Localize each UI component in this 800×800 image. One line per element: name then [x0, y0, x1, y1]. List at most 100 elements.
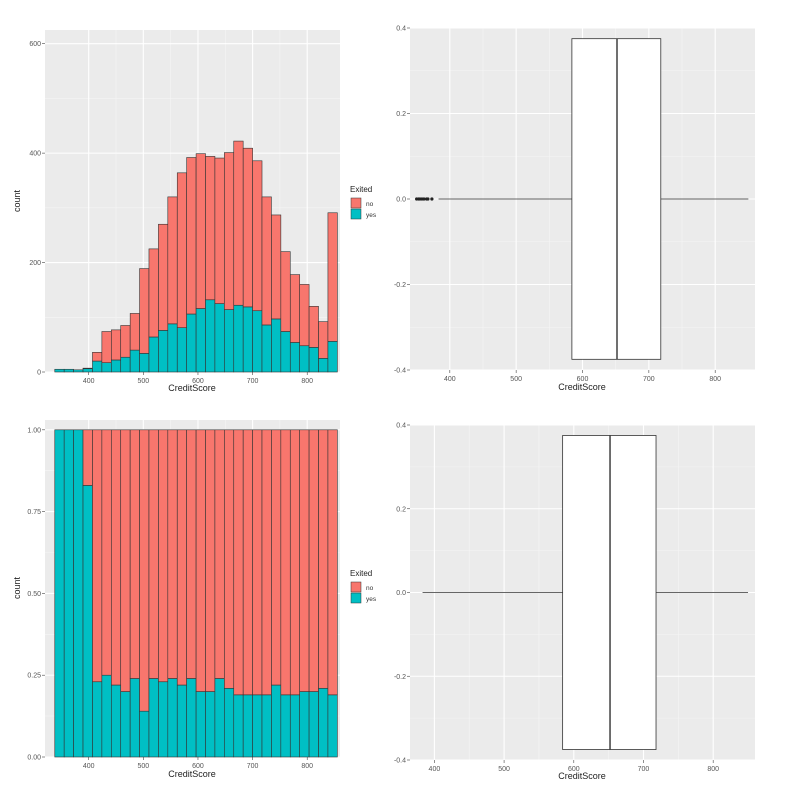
bar-no — [111, 429, 122, 686]
y-tick-label: 0.2 — [396, 506, 406, 513]
histogram-count-x-title: CreditScore — [168, 383, 216, 393]
bar-yes — [224, 309, 235, 373]
bar-no — [92, 429, 103, 683]
bar-no — [327, 212, 338, 342]
x-tick-label: 500 — [510, 376, 522, 383]
bar-yes — [54, 368, 65, 373]
bar-no — [167, 429, 178, 679]
bar-yes — [186, 678, 197, 758]
bar-yes — [111, 359, 122, 373]
bar-yes — [92, 360, 103, 373]
bar-no — [92, 352, 103, 362]
x-tick-label: 600 — [577, 376, 589, 383]
bar-yes — [224, 687, 235, 758]
x-tick-label: 800 — [301, 378, 313, 385]
bar-yes — [289, 694, 301, 758]
bar-no — [271, 214, 282, 320]
y-tick-label: -0.4 — [394, 758, 406, 765]
legend-title: Exited — [350, 569, 372, 578]
x-tick-label: 400 — [444, 376, 456, 383]
bar-yes — [129, 678, 140, 758]
legend-label-no: no — [366, 201, 374, 208]
bar-yes — [252, 310, 263, 373]
histogram-proportion-x-title: CreditScore — [168, 769, 216, 779]
bar-yes — [327, 694, 338, 758]
bar-no — [148, 429, 159, 679]
bar-yes — [63, 368, 74, 373]
bar-no — [318, 429, 329, 689]
y-tick-label: 0.0 — [396, 197, 406, 204]
bar-yes — [233, 694, 244, 758]
boxplot-clean-x-title: CreditScore — [558, 771, 606, 781]
boxplot-outliers-x-title: CreditScore — [558, 382, 606, 392]
legend-key-no — [350, 581, 362, 593]
bar-yes — [318, 687, 329, 758]
bar-no — [224, 429, 235, 689]
bar-yes — [214, 303, 225, 373]
bar-no — [280, 251, 291, 332]
bar-no — [195, 429, 206, 692]
legend-key-no — [350, 197, 362, 209]
bar-no — [327, 429, 338, 696]
outlier-point — [422, 197, 426, 201]
x-tick-label: 800 — [707, 766, 719, 773]
bar-yes — [318, 358, 329, 373]
bar-no — [195, 153, 206, 309]
bar-yes — [205, 299, 216, 373]
bar-yes — [82, 485, 93, 758]
x-tick-label: 600 — [568, 766, 580, 773]
bar-yes — [120, 356, 131, 373]
bar-yes — [54, 429, 65, 758]
bar-no — [82, 429, 93, 486]
bar-no — [214, 157, 225, 304]
x-tick-label: 600 — [192, 763, 204, 770]
y-tick-label: 0.00 — [27, 755, 41, 762]
bar-no — [308, 306, 319, 348]
histogram-count-legend: Exited no yes — [350, 185, 377, 220]
y-tick-label: 0 — [37, 370, 41, 377]
bar-yes — [308, 347, 319, 373]
histogram-count-panel: 400 500 600 700 800 0 200 400 600 CreditScore c… — [12, 30, 377, 393]
x-tick-label: 800 — [709, 376, 721, 383]
bar-yes — [82, 368, 93, 373]
bar-yes — [148, 678, 159, 758]
bar-yes — [242, 306, 253, 373]
x-tick-label: 700 — [247, 763, 259, 770]
bar-yes — [327, 341, 338, 373]
y-tick-label: 0.0 — [396, 590, 406, 597]
y-tick-label: 600 — [29, 41, 41, 48]
bar-no — [167, 196, 178, 325]
bar-no — [242, 147, 253, 308]
bar-yes — [195, 308, 206, 373]
bar-yes — [214, 678, 225, 758]
bar-yes — [308, 691, 319, 758]
bar-yes — [167, 323, 178, 373]
bar-no — [280, 429, 291, 696]
bar-no — [158, 429, 169, 683]
bar-yes — [63, 429, 74, 758]
bar-yes — [299, 691, 310, 758]
bar-yes — [261, 694, 272, 758]
bar-no — [139, 268, 150, 354]
bar-yes — [139, 710, 150, 758]
bar-no — [186, 157, 197, 315]
bar-no — [101, 331, 112, 363]
legend-key-yes — [350, 592, 362, 604]
bar-yes — [92, 681, 103, 758]
y-tick-label: 0.4 — [396, 26, 406, 33]
bar-no — [289, 429, 301, 696]
bar-no — [224, 152, 235, 310]
y-tick-label: 200 — [29, 260, 41, 267]
bar-yes — [158, 330, 169, 373]
histogram-proportion-legend: Exited no yes — [350, 569, 377, 604]
bar-no — [261, 196, 272, 326]
bar-no — [186, 429, 197, 679]
histogram-proportion-y-title: count — [12, 576, 22, 599]
outlier-point — [426, 197, 430, 201]
bar-no — [261, 429, 272, 696]
y-tick-label: 0.75 — [27, 509, 41, 516]
y-tick-label: 400 — [29, 151, 41, 158]
legend-label-no: no — [366, 585, 374, 592]
x-tick-label: 500 — [137, 378, 149, 385]
legend-label-yes: yes — [366, 596, 377, 603]
